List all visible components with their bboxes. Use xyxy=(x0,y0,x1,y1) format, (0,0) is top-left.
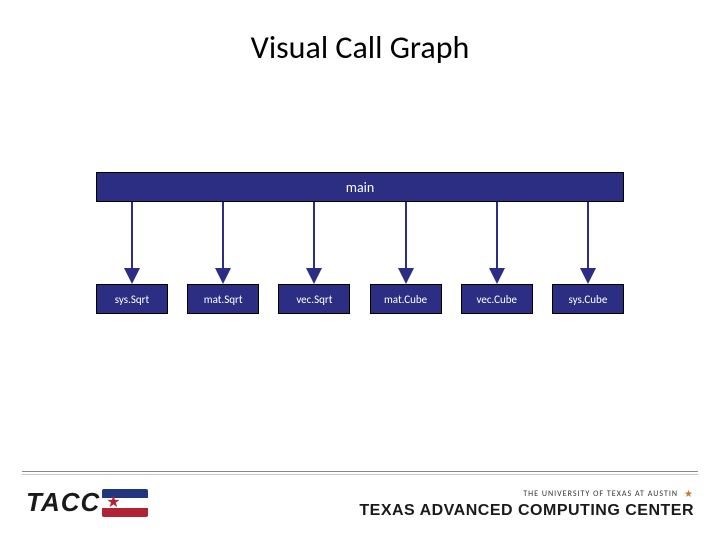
slide: Visual Call Graph main sys.Sqrt mat.Sqrt… xyxy=(0,0,720,540)
child-node: sys.Sqrt xyxy=(96,284,168,314)
child-node-label: sys.Cube xyxy=(569,293,608,306)
child-node-label: vec.Sqrt xyxy=(296,293,332,306)
child-node-row: sys.Sqrt mat.Sqrt vec.Sqrt mat.Cube vec.… xyxy=(96,284,624,314)
root-node: main xyxy=(96,172,624,202)
slide-title: Visual Call Graph xyxy=(0,28,720,67)
tacc-logo-text: TACC xyxy=(26,487,100,518)
footer-left-logo: TACC ★ xyxy=(26,487,148,518)
child-node-label: sys.Sqrt xyxy=(115,293,149,306)
ut-star-icon: ★ xyxy=(684,487,694,500)
child-node: vec.Sqrt xyxy=(278,284,350,314)
child-node-label: mat.Cube xyxy=(384,293,427,306)
tacc-full-name: TEXAS ADVANCED COMPUTING CENTER xyxy=(359,502,694,520)
footer-rule xyxy=(22,471,698,472)
child-node: mat.Cube xyxy=(370,284,442,314)
footer-right-logo: THE UNIVERSITY OF TEXAS AT AUSTIN ★ TEXA… xyxy=(359,487,694,520)
child-node: sys.Cube xyxy=(552,284,624,314)
call-graph-diagram: main sys.Sqrt mat.Sqrt vec.Sqrt mat.Cube… xyxy=(96,172,624,314)
child-node: vec.Cube xyxy=(461,284,533,314)
child-node-label: vec.Cube xyxy=(477,293,517,306)
ut-austin-text: THE UNIVERSITY OF TEXAS AT AUSTIN xyxy=(523,489,678,499)
texas-flag-icon: ★ xyxy=(102,489,148,517)
root-node-label: main xyxy=(346,179,374,196)
footer-rule-shadow xyxy=(22,474,698,475)
ut-austin-line: THE UNIVERSITY OF TEXAS AT AUSTIN ★ xyxy=(359,487,694,500)
call-graph-arrows xyxy=(96,202,624,284)
child-node: mat.Sqrt xyxy=(187,284,259,314)
child-node-label: mat.Sqrt xyxy=(204,293,243,306)
